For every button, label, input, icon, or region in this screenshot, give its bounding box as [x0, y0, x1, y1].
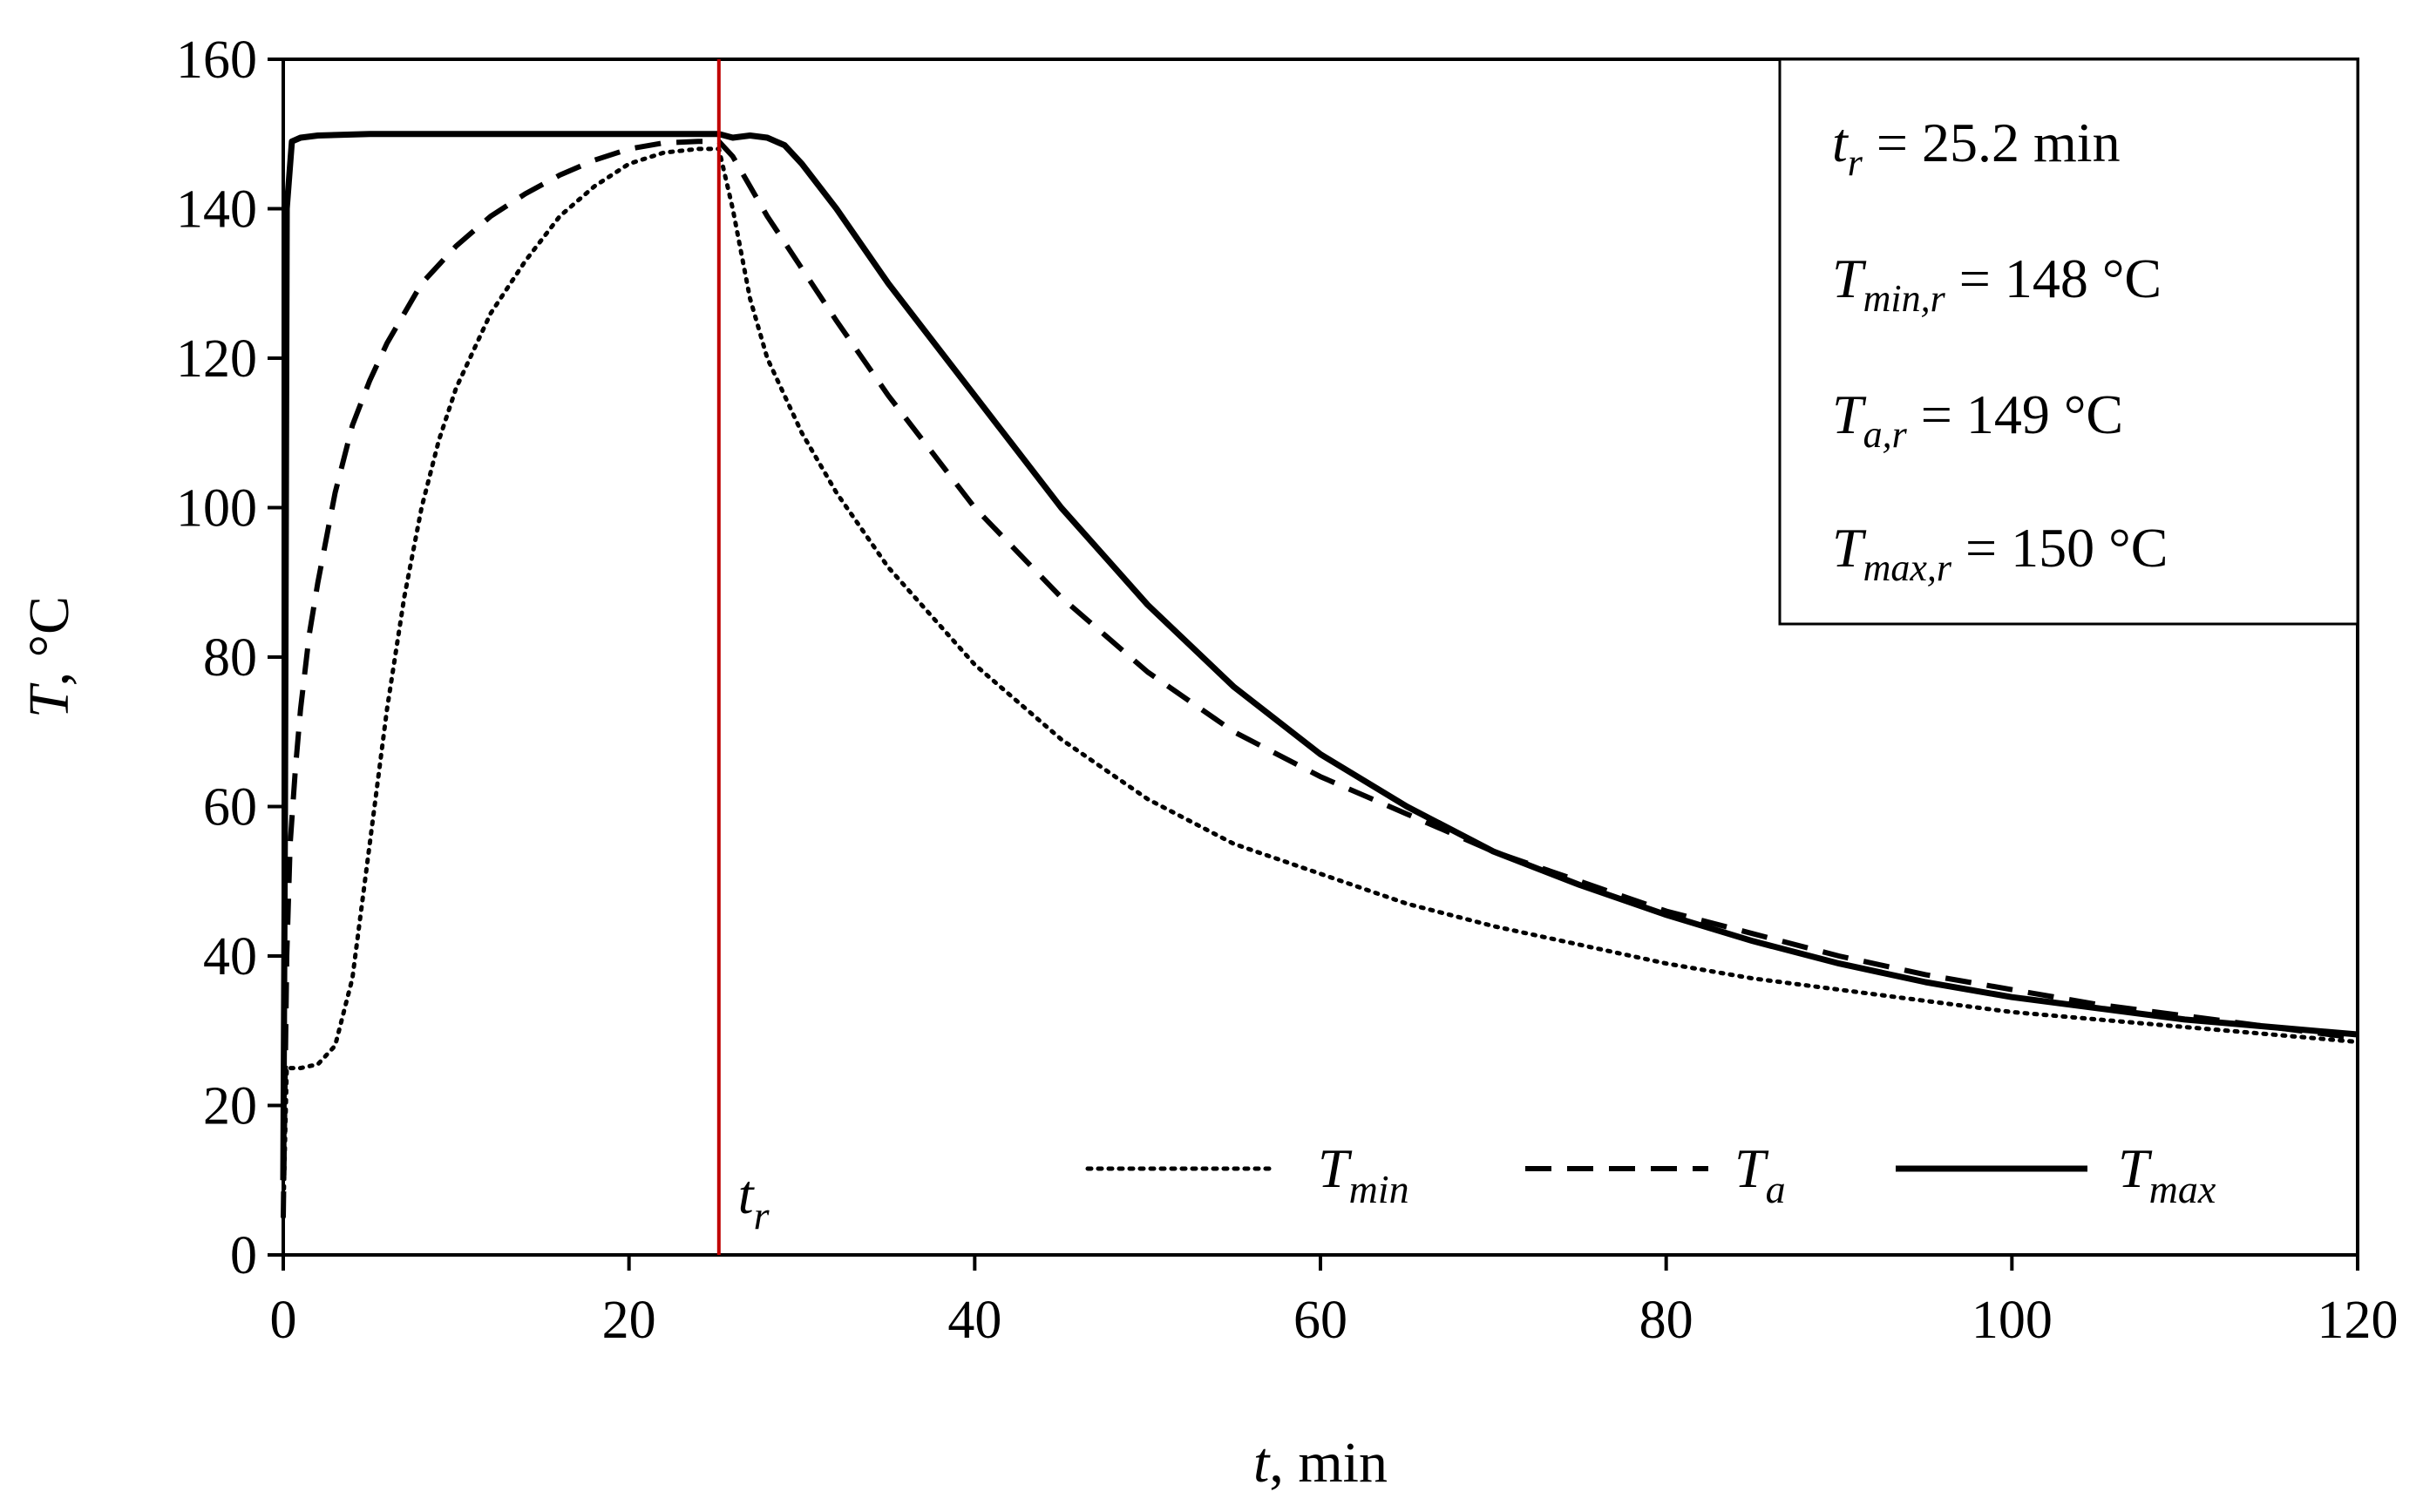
y-tick-label: 140 [176, 180, 257, 240]
x-tick-label: 80 [1639, 1291, 1693, 1350]
tr-label-sub: r [754, 1193, 770, 1237]
tr-label-main: t [738, 1163, 756, 1225]
info-box-frame [1778, 58, 2359, 626]
x-tick-label: 0 [270, 1291, 297, 1350]
y-tick-label: 80 [203, 628, 257, 688]
y-tick-label: 100 [176, 479, 257, 539]
info-box: tr = 25.2 min Tmin,r = 148 °C Ta,r = 149… [1778, 58, 2359, 626]
x-tick-label: 40 [947, 1291, 1001, 1350]
y-axis-title: T, °C [17, 596, 81, 718]
y-tick-label: 20 [203, 1077, 257, 1136]
x-tick-label: 20 [602, 1291, 656, 1350]
x-tick-label: 120 [2318, 1291, 2399, 1350]
info-line-ta: Ta,r = 149 °C [1832, 383, 2123, 456]
info-line-tmax: Tmax,r = 150 °C [1832, 517, 2168, 589]
legend-label-tmax: Tmax [2118, 1137, 2216, 1211]
y-tick-label: 0 [230, 1226, 257, 1285]
y-tick-label: 40 [203, 927, 257, 987]
legend-label-tmin: Tmin [1318, 1137, 1409, 1211]
series-layer [280, 131, 2360, 1220]
series-line-t-min [281, 146, 2360, 1220]
legend: Tmin Ta Tmax [1085, 1137, 2216, 1211]
info-line-tmin: Tmin,r = 148 °C [1832, 247, 2162, 320]
legend-label-ta: Ta [1734, 1137, 1786, 1211]
y-tick-label: 120 [176, 329, 257, 389]
y-tick-label: 160 [176, 31, 257, 90]
tr-reference-label: tr [738, 1163, 770, 1237]
x-axis: 0 20 40 60 80 100 120 [270, 1255, 2399, 1350]
x-tick-label: 100 [1972, 1291, 2053, 1350]
x-tick-label: 60 [1293, 1291, 1347, 1350]
info-line-tr: tr = 25.2 min [1832, 112, 2121, 184]
x-axis-title: t, min [1253, 1431, 1388, 1495]
y-axis: 0 20 40 60 80 100 120 140 160 [176, 31, 283, 1285]
y-tick-label: 60 [203, 778, 257, 837]
series-line-t-max [280, 131, 2359, 1181]
